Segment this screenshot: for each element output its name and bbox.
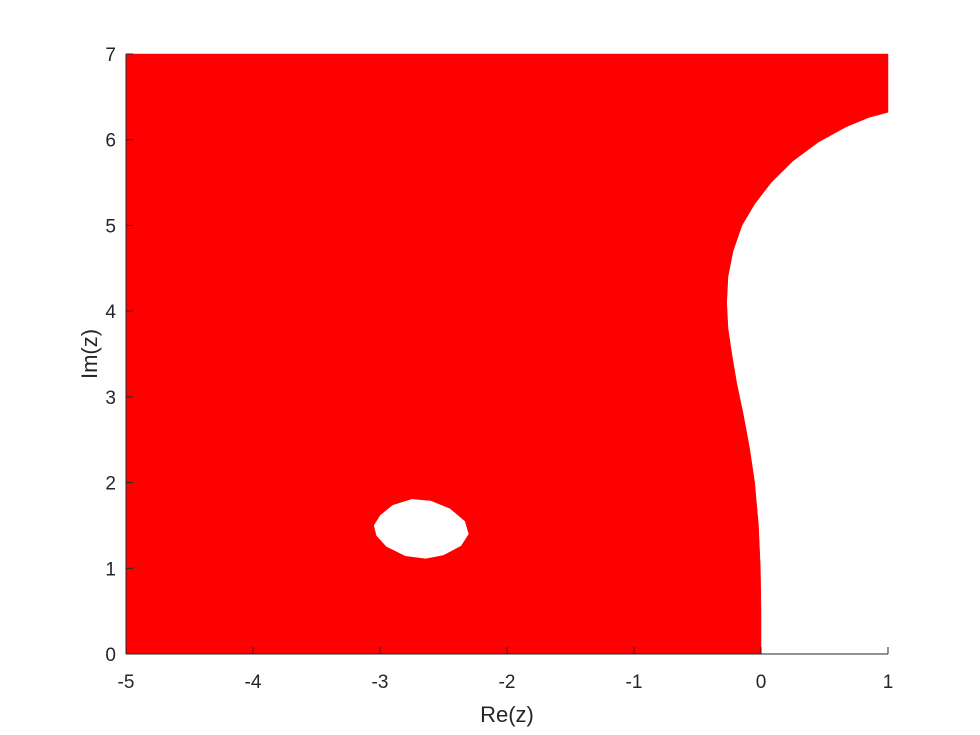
y-tick-label: 7 bbox=[105, 45, 116, 66]
x-axis-label: Re(z) bbox=[480, 702, 534, 727]
y-tick-label: 0 bbox=[105, 645, 116, 666]
plot-area bbox=[125, 53, 889, 655]
y-tick-label: 2 bbox=[105, 474, 116, 495]
x-tick-label: -2 bbox=[499, 672, 516, 693]
x-tick-label: 1 bbox=[883, 672, 894, 693]
filled-region bbox=[125, 53, 889, 655]
x-tick-label: -5 bbox=[118, 672, 135, 693]
y-ticks: 0 1 2 3 4 5 6 7 bbox=[105, 45, 133, 666]
x-tick-label: -3 bbox=[372, 672, 389, 693]
y-tick-label: 4 bbox=[105, 302, 116, 323]
x-tick-label: -4 bbox=[245, 672, 262, 693]
y-tick-label: 5 bbox=[105, 216, 116, 237]
x-tick-label: 0 bbox=[756, 672, 767, 693]
y-tick-label: 3 bbox=[105, 388, 116, 409]
y-tick-label: 6 bbox=[105, 131, 116, 152]
y-tick-label: 1 bbox=[105, 559, 116, 580]
x-tick-label: -1 bbox=[626, 672, 643, 693]
y-axis-label: Im(z) bbox=[77, 329, 102, 379]
x-ticks: -5 -4 -3 -2 -1 0 1 bbox=[118, 647, 894, 693]
